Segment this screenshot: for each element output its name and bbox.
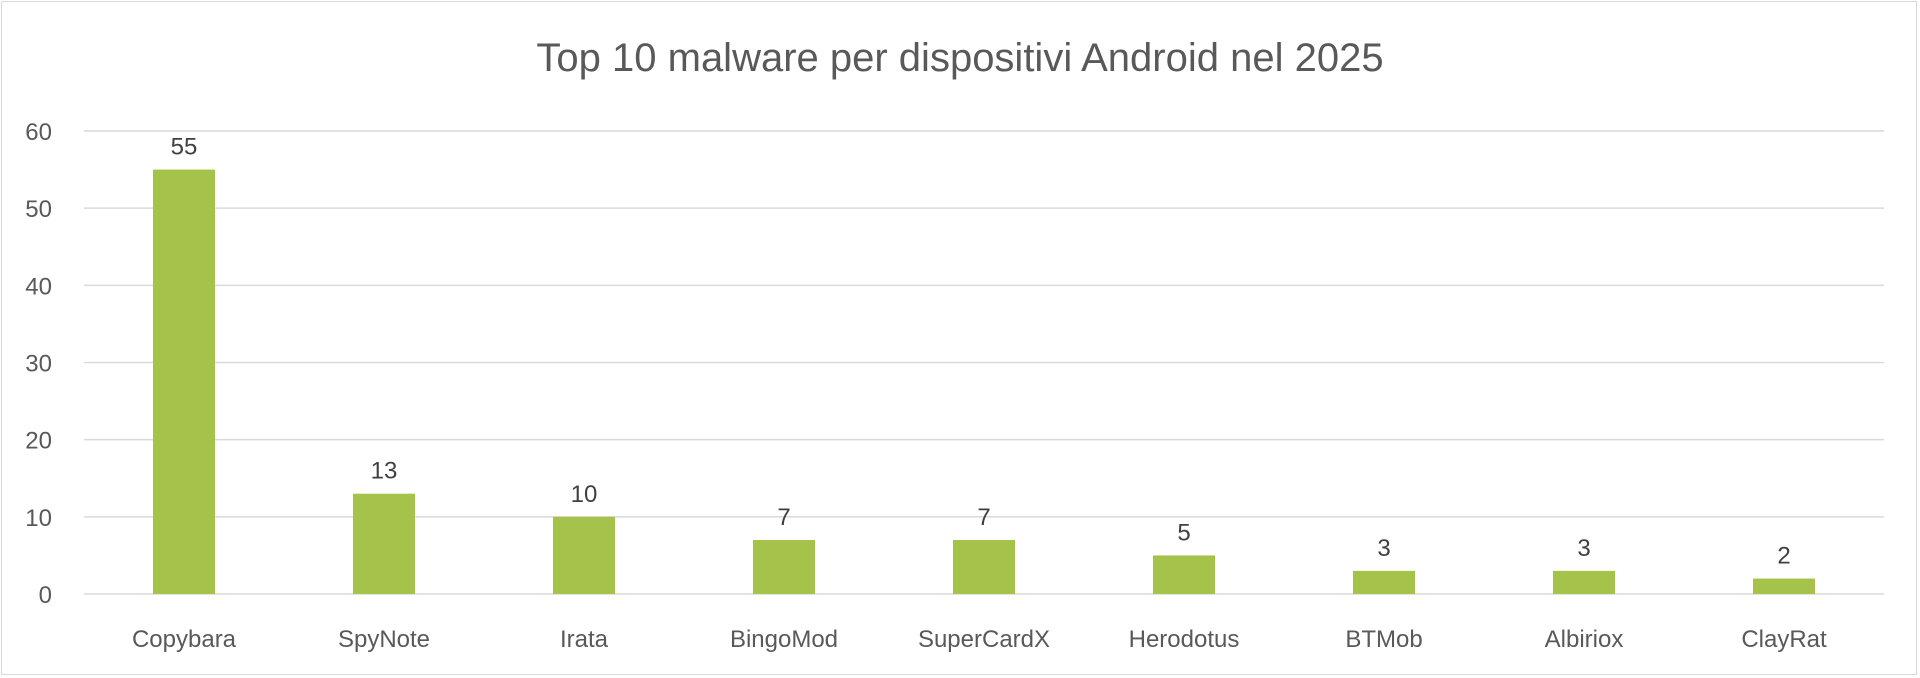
bar-albiriox	[1553, 570, 1615, 594]
y-tick-label: 50	[25, 196, 52, 223]
bar-clayrat	[1753, 578, 1815, 594]
data-label: 3	[1577, 535, 1590, 562]
data-label: 10	[571, 481, 598, 508]
x-tick-label: BingoMod	[730, 626, 838, 653]
bar-supercardx	[953, 539, 1015, 594]
x-axis-ticks: Copybara SpyNote Irata BingoMod SuperCardX He…	[132, 626, 1827, 653]
data-label: 2	[1777, 543, 1790, 570]
x-tick-label: SpyNote	[338, 626, 430, 653]
x-tick-label: ClayRat	[1741, 626, 1827, 653]
bar-btmob	[1353, 570, 1415, 594]
x-tick-label: Irata	[560, 626, 609, 653]
bar-copybara	[153, 169, 215, 595]
y-tick-label: 10	[25, 505, 52, 532]
bar-herodotus	[1153, 555, 1215, 594]
data-labels: 55 13 10 7 7 5 3 3 2	[171, 134, 1791, 570]
y-axis-ticks: 0 10 20 30 40 50 60	[25, 119, 52, 609]
bars	[153, 169, 1815, 595]
y-tick-label: 20	[25, 428, 52, 455]
x-tick-label: Herodotus	[1129, 626, 1240, 653]
bar-spynote	[353, 493, 415, 594]
x-tick-label: Copybara	[132, 626, 237, 653]
data-label: 13	[371, 458, 398, 485]
bar-irata	[553, 516, 615, 594]
y-tick-label: 60	[25, 119, 52, 146]
data-label: 7	[777, 504, 790, 531]
y-tick-label: 40	[25, 273, 52, 300]
x-tick-label: SuperCardX	[918, 626, 1050, 653]
y-tick-label: 0	[39, 582, 52, 609]
data-label: 55	[171, 134, 198, 161]
chart-title: Top 10 malware per dispositivi Android n…	[536, 36, 1384, 80]
bar-bingomod	[753, 539, 815, 594]
data-label: 5	[1177, 519, 1190, 546]
data-label: 7	[977, 504, 990, 531]
data-label: 3	[1377, 535, 1390, 562]
x-tick-label: Albiriox	[1545, 626, 1624, 653]
x-tick-label: BTMob	[1345, 626, 1422, 653]
y-tick-label: 30	[25, 351, 52, 378]
